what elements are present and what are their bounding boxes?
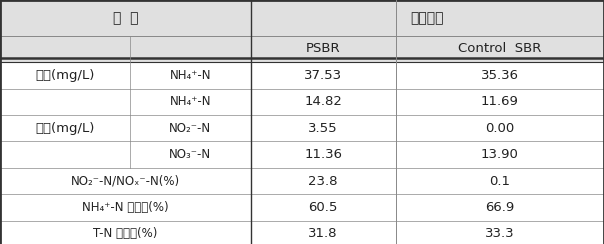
Text: 23.8: 23.8 xyxy=(309,174,338,188)
Text: 운전조건: 운전조건 xyxy=(411,11,444,25)
Text: T-N 제거율(%): T-N 제거율(%) xyxy=(93,227,158,240)
Text: NH₄⁺-N 제거율(%): NH₄⁺-N 제거율(%) xyxy=(82,201,169,214)
Text: NH₄⁺-N: NH₄⁺-N xyxy=(170,95,211,108)
Text: 31.8: 31.8 xyxy=(309,227,338,240)
Text: 11.69: 11.69 xyxy=(481,95,519,108)
Bar xyxy=(0,115,604,141)
Text: 35.36: 35.36 xyxy=(481,69,519,82)
Text: NO₂⁻-N: NO₂⁻-N xyxy=(169,122,211,135)
Bar xyxy=(0,168,604,194)
Bar xyxy=(0,194,604,221)
Bar xyxy=(0,89,604,115)
Text: 3.55: 3.55 xyxy=(308,122,338,135)
Bar xyxy=(0,36,604,62)
Text: 0.00: 0.00 xyxy=(485,122,515,135)
Text: 13.90: 13.90 xyxy=(481,148,519,161)
Text: 60.5: 60.5 xyxy=(309,201,338,214)
Text: NO₂⁻-N/NOₓ⁻-N(%): NO₂⁻-N/NOₓ⁻-N(%) xyxy=(71,174,180,188)
Bar xyxy=(0,141,604,168)
Text: 14.82: 14.82 xyxy=(304,95,342,108)
Text: Control  SBR: Control SBR xyxy=(458,42,542,55)
Text: 유출(mg/L): 유출(mg/L) xyxy=(35,122,95,135)
Text: PSBR: PSBR xyxy=(306,42,341,55)
Text: 11.36: 11.36 xyxy=(304,148,342,161)
Text: 유입(mg/L): 유입(mg/L) xyxy=(35,69,95,82)
Bar xyxy=(0,62,604,89)
Text: NH₄⁺-N: NH₄⁺-N xyxy=(170,69,211,82)
Bar xyxy=(0,0,604,36)
Text: 66.9: 66.9 xyxy=(485,201,515,214)
Text: 0.1: 0.1 xyxy=(489,174,510,188)
Text: 구  분: 구 분 xyxy=(112,11,138,25)
Text: 37.53: 37.53 xyxy=(304,69,342,82)
Bar xyxy=(0,221,604,244)
Text: NO₃⁻-N: NO₃⁻-N xyxy=(169,148,211,161)
Text: 33.3: 33.3 xyxy=(485,227,515,240)
